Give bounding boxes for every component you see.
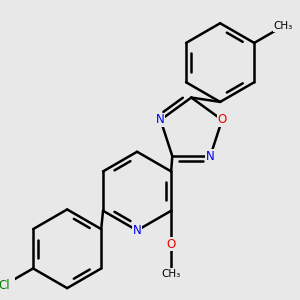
Text: N: N: [206, 150, 215, 163]
Text: N: N: [156, 113, 165, 126]
Text: N: N: [133, 224, 142, 237]
Text: Cl: Cl: [0, 279, 10, 292]
Text: CH₃: CH₃: [161, 269, 181, 279]
Text: O: O: [218, 113, 227, 126]
Text: CH₃: CH₃: [274, 21, 293, 31]
Text: O: O: [167, 238, 176, 251]
